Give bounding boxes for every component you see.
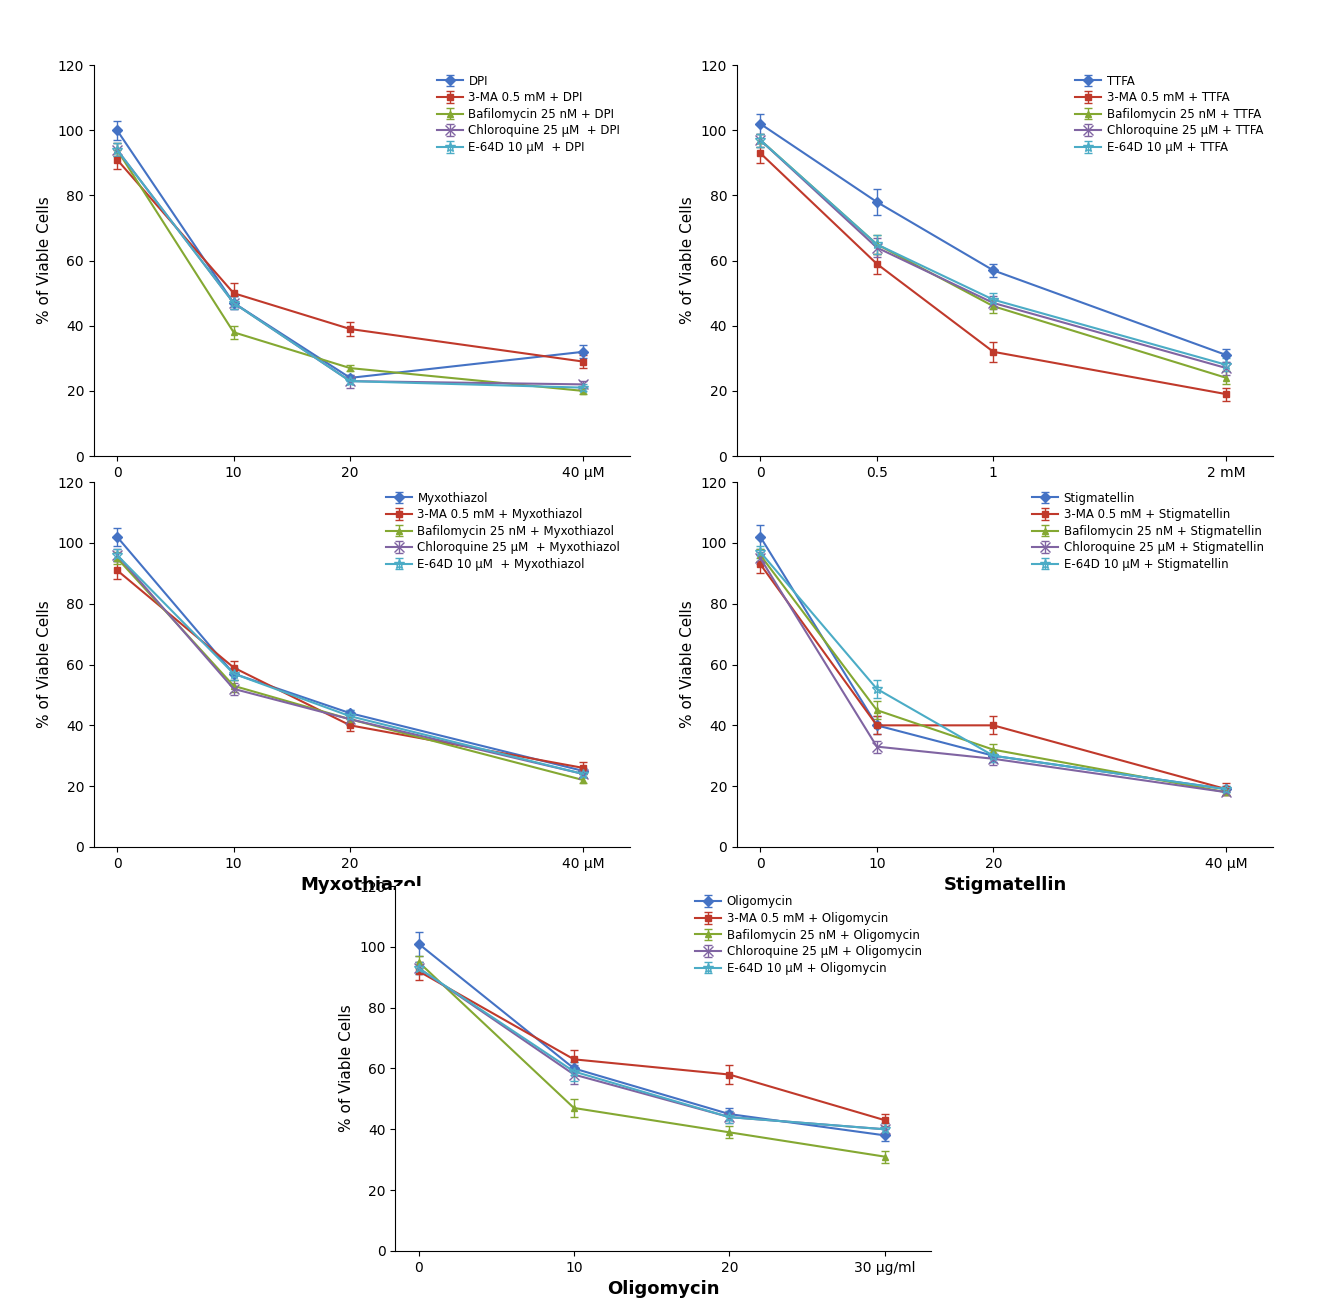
X-axis label: DPI: DPI	[344, 485, 379, 503]
Legend: Stigmatellin, 3-MA 0.5 mM + Stigmatellin, Bafilomycin 25 nM + Stigmatellin, Chlo: Stigmatellin, 3-MA 0.5 mM + Stigmatellin…	[1028, 489, 1268, 575]
Legend: Oligomycin, 3-MA 0.5 mM + Oligomycin, Bafilomycin 25 nM + Oligomycin, Chloroquin: Oligomycin, 3-MA 0.5 mM + Oligomycin, Ba…	[691, 893, 926, 979]
X-axis label: TTFA: TTFA	[981, 485, 1029, 503]
Y-axis label: % of Viable Cells: % of Viable Cells	[38, 197, 52, 324]
Legend: DPI, 3-MA 0.5 mM + DPI, Bafilomycin 25 nM + DPI, Chloroquine 25 μM  + DPI, E-64D: DPI, 3-MA 0.5 mM + DPI, Bafilomycin 25 n…	[433, 72, 624, 158]
X-axis label: Stigmatellin: Stigmatellin	[943, 876, 1067, 894]
Y-axis label: % of Viable Cells: % of Viable Cells	[681, 601, 695, 728]
Legend: Myxothiazol, 3-MA 0.5 mM + Myxothiazol, Bafilomycin 25 nM + Myxothiazol, Chloroq: Myxothiazol, 3-MA 0.5 mM + Myxothiazol, …	[382, 489, 624, 575]
Y-axis label: % of Viable Cells: % of Viable Cells	[339, 1005, 354, 1132]
X-axis label: Oligomycin: Oligomycin	[607, 1280, 720, 1298]
Y-axis label: % of Viable Cells: % of Viable Cells	[38, 601, 52, 728]
Y-axis label: % of Viable Cells: % of Viable Cells	[681, 197, 695, 324]
X-axis label: Myxothiazol: Myxothiazol	[302, 876, 422, 894]
Legend: TTFA, 3-MA 0.5 mM + TTFA, Bafilomycin 25 nM + TTFA, Chloroquine 25 μM + TTFA, E-: TTFA, 3-MA 0.5 mM + TTFA, Bafilomycin 25…	[1072, 72, 1268, 158]
